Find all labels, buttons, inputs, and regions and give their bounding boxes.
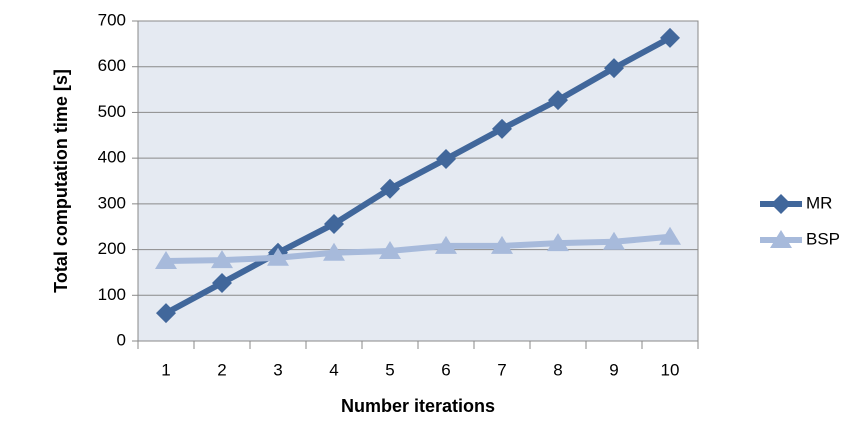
x-axis-title: Number iterations xyxy=(341,396,495,416)
marker xyxy=(548,90,568,111)
y-tick-label: 0 xyxy=(117,330,126,349)
x-tick-label: 10 xyxy=(661,360,680,379)
x-tick-label: 9 xyxy=(609,360,618,379)
marker xyxy=(492,118,512,139)
y-tick-label: 500 xyxy=(98,102,126,121)
marker xyxy=(380,178,400,199)
marker xyxy=(660,27,680,48)
x-tick-label: 5 xyxy=(385,360,394,379)
x-tick-label: 6 xyxy=(441,360,450,379)
marker xyxy=(771,194,791,214)
series-line xyxy=(164,35,672,316)
x-tick-label: 7 xyxy=(497,360,506,379)
y-tick-label: 400 xyxy=(98,148,126,167)
marker xyxy=(379,240,401,259)
x-tick-label: 4 xyxy=(329,360,338,379)
marker xyxy=(547,233,569,252)
x-tick-label: 3 xyxy=(273,360,282,379)
y-tick-label: 300 xyxy=(98,193,126,212)
marker xyxy=(155,251,177,269)
x-tick-label: 8 xyxy=(553,360,562,379)
legend-label: MR xyxy=(806,193,832,212)
marker xyxy=(267,247,289,266)
y-tick-label: 700 xyxy=(98,10,126,29)
y-tick-label: 200 xyxy=(98,239,126,258)
marker xyxy=(659,226,681,245)
x-tick-label: 2 xyxy=(217,360,226,379)
marker xyxy=(212,272,232,293)
y-tick-label: 100 xyxy=(98,285,126,304)
x-tick-label: 1 xyxy=(161,360,170,379)
series-line xyxy=(165,233,671,264)
marker xyxy=(211,250,233,269)
marker xyxy=(435,235,457,254)
y-axis-title: Total computation time [s] xyxy=(51,69,71,293)
marker xyxy=(770,230,792,248)
marker xyxy=(603,231,625,250)
y-tick-label: 600 xyxy=(98,56,126,75)
marker xyxy=(604,58,624,79)
legend-label: BSP xyxy=(806,229,840,248)
marker xyxy=(436,149,456,170)
marker xyxy=(323,242,345,261)
marker xyxy=(156,303,176,324)
marker xyxy=(491,235,513,254)
marker xyxy=(324,213,344,234)
